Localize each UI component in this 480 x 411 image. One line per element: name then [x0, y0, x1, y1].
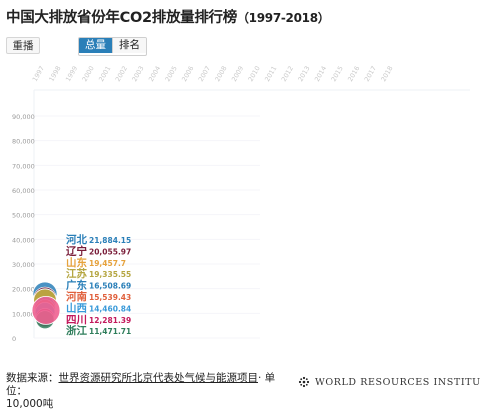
- source-prefix: 数据来源：: [6, 372, 59, 384]
- y-tick-label: 20,000: [12, 286, 35, 294]
- source-unit-value: 10,000吨: [6, 398, 54, 410]
- replay-button[interactable]: 重播: [6, 37, 40, 54]
- bubble-value-label: 16,508.69: [89, 282, 131, 291]
- x-tick-label[interactable]: 2004: [147, 65, 162, 83]
- bubble-value-label: 15,539.43: [89, 293, 131, 302]
- y-tick-label: 30,000: [12, 261, 35, 269]
- x-tick-label[interactable]: 2009: [230, 65, 245, 83]
- y-tick-label: 90,000: [12, 113, 35, 121]
- wri-credit[interactable]: WORLD RESOURCES INSTITUTE: [298, 376, 480, 388]
- bubble-name-label: 山西: [66, 301, 87, 314]
- wri-logo-icon: [298, 376, 310, 388]
- bubble-value-label: 14,460.84: [89, 304, 131, 313]
- x-axis-ticks[interactable]: 1997 1998 1999 2000 2001 2002 2003 2004 2005 2006…: [31, 65, 395, 83]
- chart-grid: [33, 89, 470, 339]
- bubble-name-label: 辽宁: [66, 244, 87, 257]
- x-tick-label[interactable]: 2014: [313, 65, 328, 83]
- source-org-link[interactable]: 世界资源研究所北京代表处气候与能源项目: [58, 372, 259, 384]
- source-unit-label: · 单位：: [6, 372, 276, 397]
- bubble-value-label: 19,335.55: [89, 270, 131, 279]
- x-tick-label[interactable]: 2011: [263, 65, 278, 83]
- x-tick-label[interactable]: 2000: [81, 65, 96, 83]
- bubble-highlight: [31, 295, 61, 325]
- y-tick-label: 10,000: [12, 310, 35, 318]
- view-toggle: 总量 排名: [78, 37, 147, 56]
- y-tick-label: 50,000: [12, 212, 35, 220]
- y-tick-label: 80,000: [12, 138, 35, 146]
- bubble-value-label: 12,281.39: [89, 316, 131, 325]
- y-tick-label: 70,000: [12, 162, 35, 170]
- x-tick-label[interactable]: 2018: [379, 65, 394, 83]
- x-tick-label[interactable]: 2012: [280, 65, 295, 83]
- bubble-value-label: 21,884.15: [89, 236, 131, 245]
- tab-rank[interactable]: 排名: [112, 38, 146, 53]
- x-tick-label[interactable]: 2005: [164, 65, 179, 83]
- y-axis-ticks: 0 10,000 20,000 30,000 40,000 50,000 60,000 70,…: [12, 113, 35, 343]
- bubble-value-label: 19,457.7: [89, 259, 126, 268]
- bubble-name-label: 广东: [66, 279, 87, 292]
- y-tick-label: 60,000: [12, 187, 35, 195]
- data-source: 数据来源：世界资源研究所北京代表处气候与能源项目· 单位： 10,000吨: [6, 372, 296, 411]
- bubble-name-label: 河北: [66, 233, 87, 246]
- x-tick-label[interactable]: 2001: [97, 65, 112, 83]
- bubble-name-label: 江苏: [66, 267, 87, 280]
- x-tick-label[interactable]: 2003: [130, 65, 145, 83]
- x-tick-label[interactable]: 2010: [247, 65, 262, 83]
- x-tick-label[interactable]: 2013: [296, 65, 311, 83]
- bubble-value-label: 20,055.97: [89, 247, 131, 256]
- title-years: （1997-2018）: [236, 11, 330, 25]
- bubble-value-label: 11,471.71: [89, 327, 131, 336]
- tab-total[interactable]: 总量: [79, 38, 112, 53]
- x-tick-label[interactable]: 1999: [64, 65, 79, 83]
- x-tick-label[interactable]: 1997: [31, 65, 46, 83]
- y-tick-label: 40,000: [12, 236, 35, 244]
- x-tick-label[interactable]: 2017: [363, 65, 378, 83]
- x-tick-label[interactable]: 2002: [114, 65, 129, 83]
- bubble-name-label: 浙江: [66, 324, 87, 337]
- title-text: 中国大排放省份年CO2排放量排行榜: [6, 10, 237, 26]
- bubbles: [31, 281, 61, 330]
- y-tick-label: 0: [12, 335, 16, 343]
- credit-text: WORLD RESOURCES INSTITUTE: [315, 376, 480, 388]
- co2-bubble-chart: 1997 1998 1999 2000 2001 2002 2003 2004 2005 2006…: [12, 65, 470, 343]
- bubble-name-label: 河南: [66, 290, 87, 303]
- x-tick-label[interactable]: 2015: [330, 65, 345, 83]
- x-tick-label[interactable]: 2016: [346, 65, 361, 83]
- x-tick-label[interactable]: 2006: [180, 65, 195, 83]
- bubble-name-label: 山东: [66, 256, 87, 269]
- chart-title: 中国大排放省份年CO2排放量排行榜（1997-2018）: [6, 6, 330, 27]
- x-tick-label[interactable]: 2008: [213, 65, 228, 83]
- bubble-name-label: 四川: [66, 314, 87, 326]
- x-tick-label[interactable]: 2007: [197, 65, 212, 83]
- x-tick-label[interactable]: 1998: [47, 65, 62, 83]
